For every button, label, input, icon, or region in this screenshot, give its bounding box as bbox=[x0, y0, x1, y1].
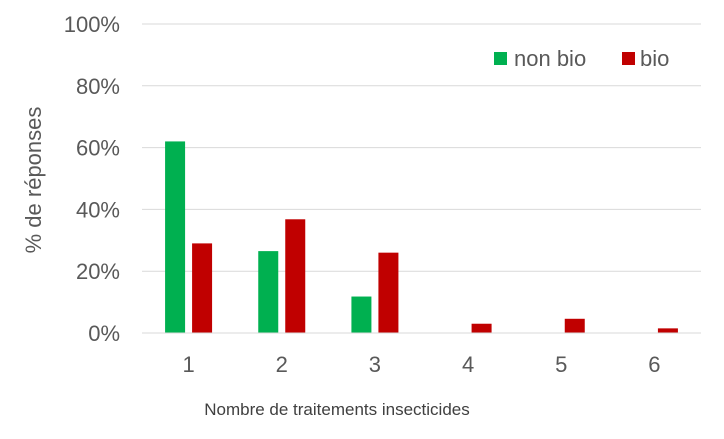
bar-bio-6 bbox=[657, 328, 678, 333]
bar-bio-5 bbox=[564, 318, 585, 333]
y-tick-label: 60% bbox=[76, 136, 120, 161]
bar-bio-1 bbox=[192, 243, 213, 333]
x-tick-label: 6 bbox=[648, 352, 660, 377]
legend-swatch-bio bbox=[622, 52, 635, 65]
x-axis-ticks: 1 2 3 4 5 6 bbox=[182, 352, 660, 377]
y-tick-label: 20% bbox=[76, 259, 120, 284]
y-axis-ticks: 0% 20% 40% 60% 80% 100% bbox=[64, 12, 120, 346]
legend-label-bio: bio bbox=[640, 46, 669, 71]
legend-label-non-bio: non bio bbox=[514, 46, 586, 71]
y-tick-label: 80% bbox=[76, 74, 120, 99]
bar-non-bio-2 bbox=[258, 251, 279, 333]
legend-swatch-non-bio bbox=[494, 52, 507, 65]
bars bbox=[165, 141, 678, 333]
bar-bio-4 bbox=[471, 323, 492, 333]
gridlines bbox=[142, 23, 701, 272]
y-axis-title: % de réponses bbox=[21, 107, 46, 254]
y-tick-label: 100% bbox=[64, 12, 120, 37]
x-tick-label: 1 bbox=[182, 352, 194, 377]
bar-bio-2 bbox=[285, 219, 306, 333]
bar-bio-3 bbox=[378, 252, 399, 333]
x-axis-title: Nombre de traitements insecticides bbox=[204, 400, 470, 419]
x-tick-label: 3 bbox=[369, 352, 381, 377]
bar-non-bio-3 bbox=[351, 296, 372, 333]
bar-non-bio-1 bbox=[165, 141, 186, 333]
y-tick-label: 0% bbox=[88, 321, 120, 346]
x-tick-label: 5 bbox=[555, 352, 567, 377]
y-tick-label: 40% bbox=[76, 197, 120, 222]
legend: non bio bio bbox=[494, 46, 669, 71]
x-tick-label: 2 bbox=[276, 352, 288, 377]
x-tick-label: 4 bbox=[462, 352, 474, 377]
